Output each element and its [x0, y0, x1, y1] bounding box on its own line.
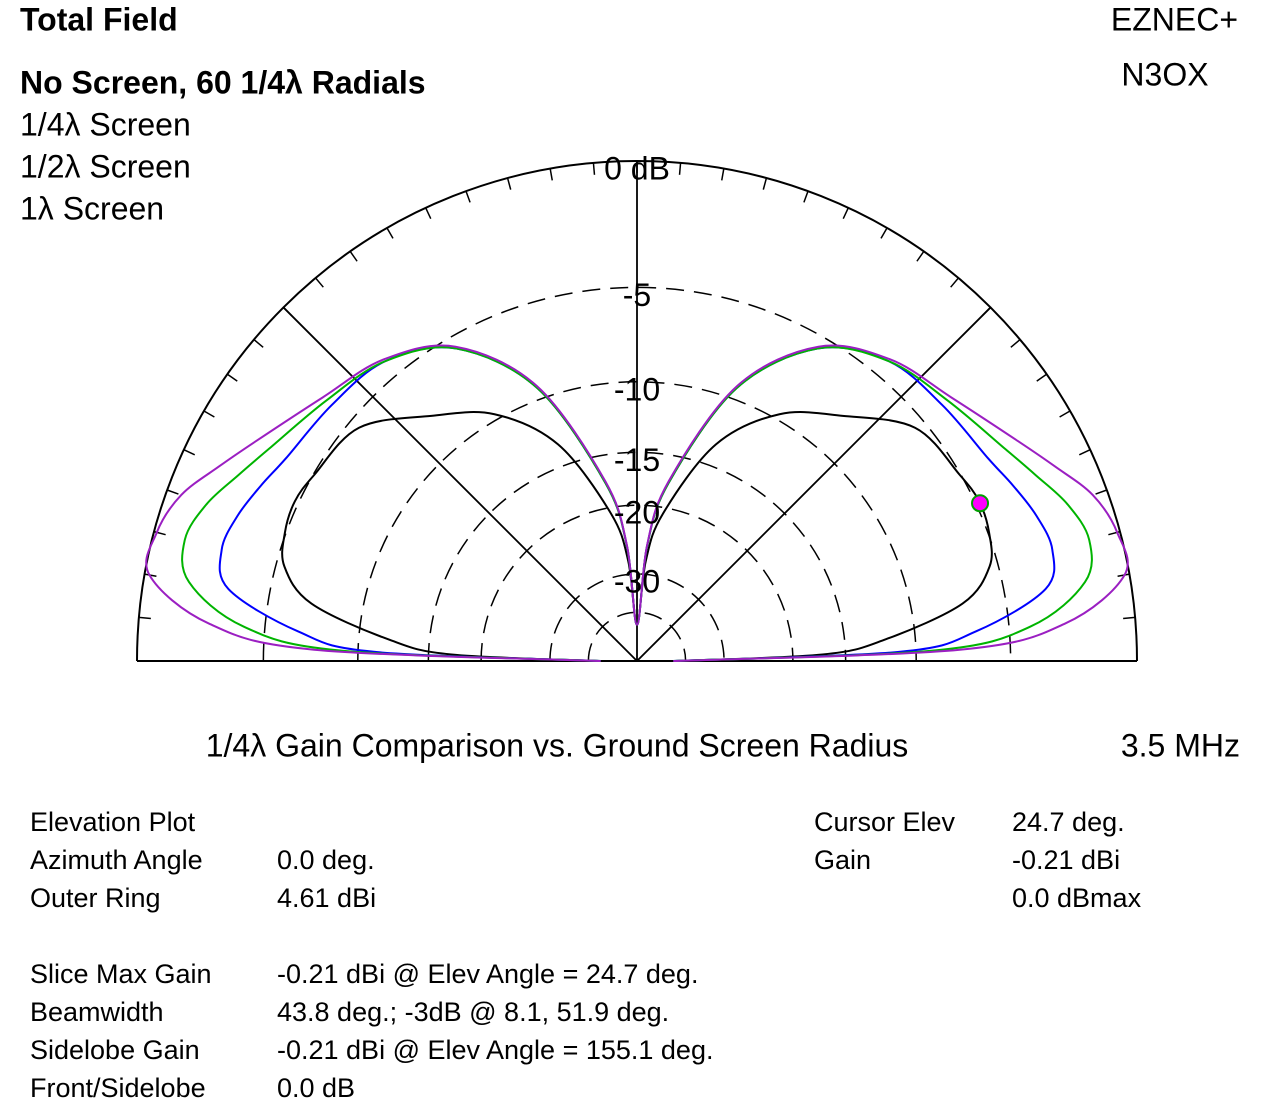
elevation-tick: [282, 306, 293, 317]
program-name: EZNEC+: [1111, 1, 1238, 37]
ring-labels: 0 dB -5 -10 -15 -20 -30: [604, 150, 670, 599]
elevation-tick: [166, 489, 179, 495]
elevation-tick: [183, 449, 196, 456]
elevation-tick: [880, 227, 888, 239]
info-value: 0.0 dBmax: [1012, 883, 1142, 913]
info-value: 4.61 dBi: [277, 883, 376, 913]
elevation-tick: [1078, 449, 1091, 456]
elevation-tick: [842, 207, 849, 220]
elevation-tick: [762, 177, 768, 190]
legend-entry: No Screen, 60 1/4λ Radials: [20, 64, 426, 100]
frequency: 3.5 MHz: [1121, 727, 1240, 763]
elevation-tick: [1036, 373, 1048, 382]
elevation-tick: [315, 277, 324, 288]
elevation-tick: [981, 306, 992, 317]
info-value: 43.8 deg.; -3dB @ 8.1, 51.9 deg.: [277, 997, 669, 1027]
spoke: [636, 306, 992, 662]
ring-label: -20: [614, 495, 660, 531]
elevation-tick: [1010, 339, 1021, 348]
elevation-tick: [138, 616, 151, 620]
legend: No Screen, 60 1/4λ Radials 1/4λ Screen 1/2…: [20, 64, 426, 226]
info-label: Slice Max Gain: [30, 959, 212, 989]
patterns: [145, 344, 1129, 662]
elevation-tick: [226, 373, 238, 382]
info-label: Sidelobe Gain: [30, 1035, 200, 1065]
info-label: Elevation Plot: [30, 807, 196, 837]
elevation-tick: [203, 410, 215, 418]
info-value: -0.21 dBi @ Elev Angle = 24.7 deg.: [277, 959, 698, 989]
elevation-tick: [803, 190, 809, 203]
legend-entry: 1λ Screen: [20, 190, 164, 226]
legend-entry: 1/4λ Screen: [20, 106, 191, 142]
callsign: N3OX: [1121, 56, 1208, 92]
elevation-tick: [678, 162, 682, 175]
info-value: -0.21 dBi @ Elev Angle = 155.1 deg.: [277, 1035, 713, 1065]
info-value: 24.7 deg.: [1012, 807, 1125, 837]
chart-subtitle: 1/4λ Gain Comparison vs. Ground Screen R…: [206, 727, 909, 763]
elevation-tick: [506, 177, 512, 190]
spoke: [282, 306, 638, 662]
info-label: Gain: [814, 845, 871, 875]
elevation-tick: [721, 168, 725, 181]
info-value: 0.0 deg.: [277, 845, 375, 875]
elevation-tick: [1095, 489, 1108, 495]
info-label: Front/Sidelobe: [30, 1073, 206, 1103]
ring-label: -30: [614, 563, 660, 599]
ring-label: -5: [623, 277, 651, 313]
ring: [357, 381, 917, 662]
elevation-tick: [916, 250, 925, 262]
chart-title: Total Field: [20, 1, 178, 37]
elevation-tick: [950, 277, 959, 288]
info-value: -0.21 dBi: [1012, 845, 1120, 875]
polar-grid: [136, 160, 1138, 662]
elevation-tick: [592, 162, 596, 175]
ring: [549, 573, 725, 662]
info-value: 0.0 dB: [277, 1073, 355, 1103]
elevation-tick: [253, 339, 264, 348]
info-panel: Elevation Plot Azimuth Angle 0.0 deg. Outer…: [30, 807, 1142, 1103]
info-label: Cursor Elev: [814, 807, 956, 837]
info-label: Beamwidth: [30, 997, 164, 1027]
elevation-tick: [465, 190, 471, 203]
elevation-tick: [349, 250, 358, 262]
elevation-tick: [1123, 616, 1136, 620]
legend-entry: 1/2λ Screen: [20, 148, 191, 184]
ring-label: -10: [614, 371, 660, 407]
info-label: Azimuth Angle: [30, 845, 203, 875]
ring-label: -15: [614, 442, 660, 478]
cursor-dot: [971, 494, 990, 513]
info-label: Outer Ring: [30, 883, 161, 913]
elevation-tick: [1059, 410, 1071, 418]
ring: [427, 451, 847, 662]
ring-label: 0 dB: [604, 150, 670, 186]
elevation-tick: [386, 227, 394, 239]
elevation-tick: [549, 168, 553, 181]
elevation-tick: [425, 207, 432, 220]
pattern-line: [145, 344, 1129, 662]
